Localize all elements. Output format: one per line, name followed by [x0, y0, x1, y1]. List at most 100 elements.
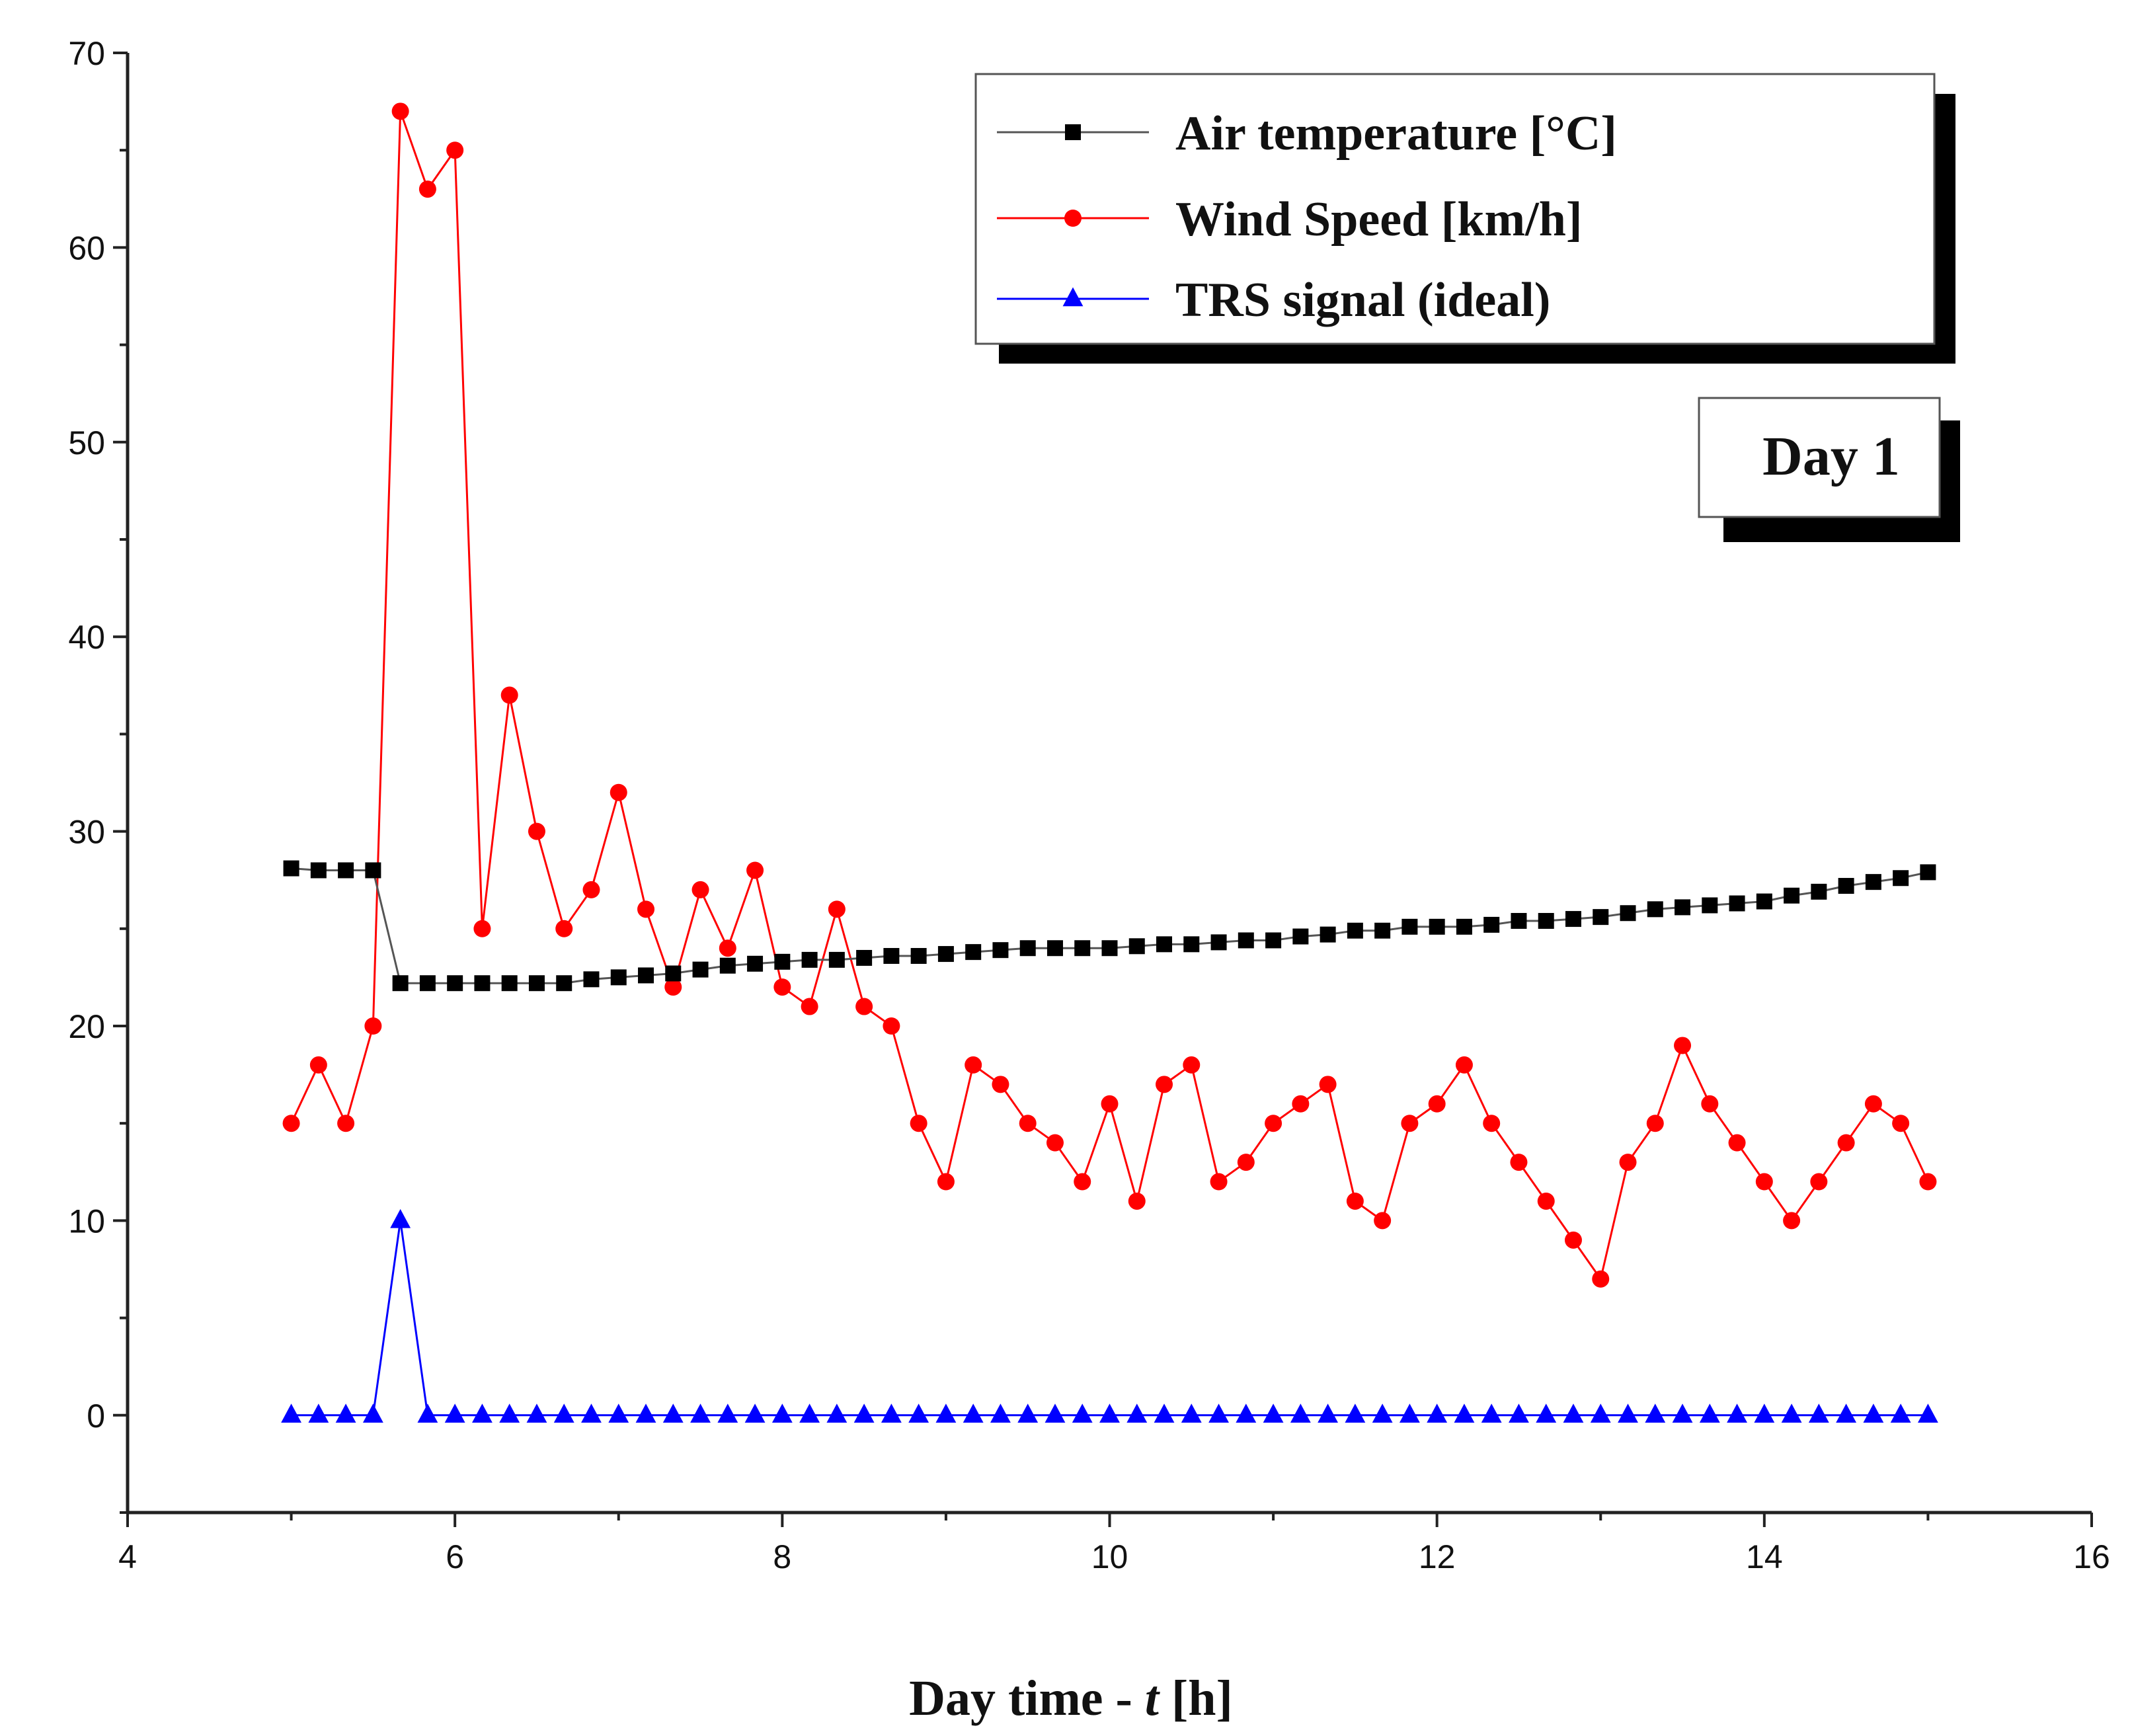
data-point: [1019, 940, 1036, 957]
data-point: [1428, 1095, 1446, 1113]
legend-marker: [1065, 124, 1081, 140]
series-line: [291, 867, 1928, 984]
data-point: [1918, 1403, 1938, 1423]
data-point: [1483, 916, 1500, 933]
data-point: [717, 1403, 738, 1423]
data-point: [1345, 1403, 1366, 1423]
data-point: [1238, 932, 1254, 949]
data-point: [608, 1403, 629, 1423]
data-point: [583, 971, 600, 988]
data-point: [1920, 864, 1936, 881]
legend: Air temperature [°C] Wind Speed [km/h] TRS…: [974, 73, 1955, 364]
data-point: [610, 783, 627, 801]
series-wind-speed-km-h: [282, 102, 1937, 1288]
data-point: [582, 881, 600, 898]
data-point: [1318, 1403, 1339, 1423]
data-point: [692, 961, 709, 978]
data-point: [444, 1403, 465, 1423]
data-point: [581, 1403, 602, 1423]
x-axis-title: Day time - t [h]: [909, 1671, 1233, 1726]
day-annotation-text: Day 1: [1762, 426, 1900, 487]
data-point: [1045, 1403, 1066, 1423]
data-point: [528, 822, 545, 840]
data-point: [1538, 913, 1554, 929]
data-point: [1399, 1403, 1420, 1423]
data-point: [473, 920, 491, 937]
data-point: [1863, 1403, 1884, 1423]
x-tick-label: 12: [1419, 1538, 1456, 1575]
data-point: [1429, 918, 1445, 935]
data-point: [553, 1403, 574, 1423]
data-point: [1618, 1403, 1638, 1423]
data-point: [828, 951, 845, 968]
data-point: [635, 1403, 656, 1423]
data-point: [746, 861, 764, 879]
data-point: [1074, 1173, 1091, 1191]
data-point: [528, 975, 545, 992]
legend-marker: [1064, 210, 1082, 227]
data-point: [391, 102, 409, 120]
data-point: [1727, 1403, 1747, 1423]
data-point: [526, 1403, 547, 1423]
data-point: [719, 939, 736, 957]
x-tick-label: 4: [118, 1538, 137, 1575]
data-point: [310, 862, 327, 879]
data-point: [799, 1403, 820, 1423]
data-point: [744, 1403, 766, 1423]
data-point: [992, 942, 1009, 959]
data-point: [1537, 1192, 1555, 1210]
data-point: [1290, 1403, 1311, 1423]
data-point: [1647, 901, 1663, 918]
data-point: [1046, 940, 1063, 957]
data-point: [826, 1403, 848, 1423]
data-point: [500, 686, 518, 704]
data-point: [1563, 1403, 1584, 1423]
data-point: [662, 1403, 684, 1423]
data-point: [881, 1403, 902, 1423]
data-point: [1755, 1173, 1773, 1191]
data-point: [1565, 911, 1581, 927]
data-point: [417, 1403, 438, 1423]
data-point: [1754, 1403, 1775, 1423]
data-point: [1784, 887, 1800, 904]
data-point: [774, 953, 791, 970]
data-point: [1510, 1154, 1528, 1171]
data-point: [1210, 1173, 1228, 1191]
x-axis-title-prefix: Day time -: [909, 1671, 1145, 1726]
data-point: [937, 946, 954, 963]
data-point: [419, 975, 436, 992]
data-point: [719, 957, 736, 974]
data-point: [1699, 1403, 1720, 1423]
data-point: [1019, 1115, 1037, 1132]
data-point: [1292, 1095, 1310, 1113]
data-point: [638, 967, 654, 984]
data-point: [392, 975, 409, 992]
data-point: [1592, 1270, 1610, 1288]
data-point: [1263, 1403, 1284, 1423]
data-point: [637, 900, 655, 918]
y-tick-label: 40: [68, 619, 105, 656]
y-tick-label: 30: [68, 814, 105, 851]
y-tick-label: 0: [87, 1398, 105, 1435]
data-point: [1156, 1076, 1173, 1093]
data-point: [447, 975, 463, 992]
data-point: [771, 1403, 793, 1423]
data-point: [283, 860, 299, 877]
data-point: [1208, 1403, 1229, 1423]
data-point: [364, 1017, 382, 1035]
data-point: [1890, 1403, 1911, 1423]
data-point: [1128, 1192, 1146, 1210]
data-point: [1783, 1212, 1801, 1230]
data-point: [1236, 1403, 1257, 1423]
data-point: [472, 1403, 493, 1423]
legend-label: Air temperature [°C]: [1175, 106, 1617, 161]
y-tick-label: 50: [68, 424, 105, 461]
data-point: [1126, 1403, 1148, 1423]
data-point: [1074, 940, 1091, 957]
data-point: [1620, 905, 1636, 922]
data-point: [1374, 922, 1391, 939]
data-point: [664, 978, 682, 996]
x-axis-title-variable: t: [1145, 1671, 1161, 1726]
data-point: [1265, 932, 1282, 949]
data-point: [1838, 878, 1854, 894]
